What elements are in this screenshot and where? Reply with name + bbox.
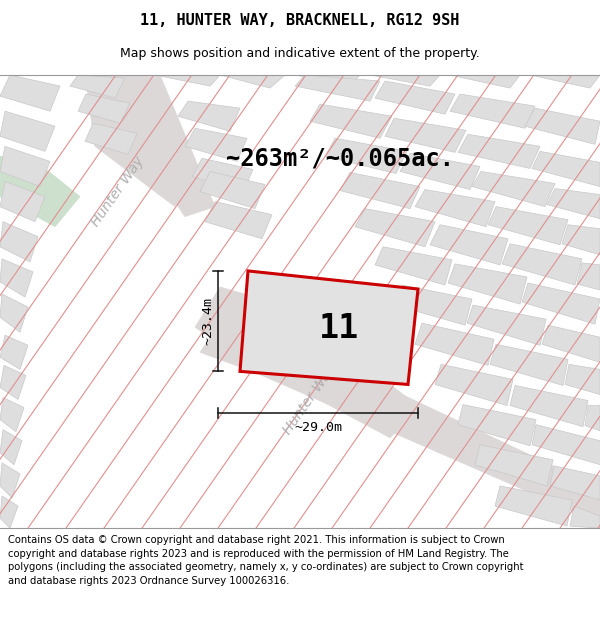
Text: Map shows position and indicative extent of the property.: Map shows position and indicative extent…: [120, 48, 480, 61]
Polygon shape: [90, 75, 215, 217]
Polygon shape: [0, 429, 22, 465]
Polygon shape: [0, 111, 55, 151]
Polygon shape: [525, 108, 600, 144]
Text: Hunter Way: Hunter Way: [281, 362, 339, 437]
Polygon shape: [220, 75, 285, 88]
Polygon shape: [415, 323, 494, 366]
Polygon shape: [0, 366, 26, 399]
Polygon shape: [0, 463, 20, 498]
Polygon shape: [585, 406, 600, 431]
Polygon shape: [240, 271, 418, 384]
Polygon shape: [395, 285, 472, 325]
Text: ~263m²/~0.065ac.: ~263m²/~0.065ac.: [226, 146, 454, 171]
Polygon shape: [0, 259, 33, 297]
Polygon shape: [542, 325, 600, 362]
Polygon shape: [448, 264, 527, 304]
Polygon shape: [155, 75, 220, 86]
Polygon shape: [562, 225, 600, 255]
Polygon shape: [458, 404, 536, 446]
Polygon shape: [490, 344, 568, 386]
Polygon shape: [85, 123, 137, 154]
Polygon shape: [430, 225, 508, 265]
Polygon shape: [0, 75, 60, 111]
Text: ~29.0m: ~29.0m: [294, 421, 342, 434]
Polygon shape: [450, 94, 535, 128]
Polygon shape: [0, 335, 28, 369]
Polygon shape: [78, 94, 130, 123]
Polygon shape: [205, 202, 272, 239]
Polygon shape: [570, 506, 600, 528]
Polygon shape: [502, 244, 582, 285]
Polygon shape: [385, 118, 466, 152]
Polygon shape: [577, 263, 600, 290]
Polygon shape: [375, 81, 455, 114]
Polygon shape: [295, 75, 360, 86]
Text: ~23.4m: ~23.4m: [201, 297, 214, 345]
Polygon shape: [475, 445, 553, 486]
Polygon shape: [547, 189, 600, 219]
Polygon shape: [467, 305, 546, 345]
Polygon shape: [550, 466, 600, 500]
Polygon shape: [0, 222, 38, 262]
Polygon shape: [532, 424, 600, 466]
Polygon shape: [532, 151, 600, 186]
Polygon shape: [0, 496, 18, 528]
Polygon shape: [195, 287, 420, 438]
Polygon shape: [192, 158, 253, 192]
Polygon shape: [522, 283, 600, 324]
Polygon shape: [488, 207, 568, 245]
Polygon shape: [85, 75, 190, 207]
Polygon shape: [530, 75, 600, 88]
Polygon shape: [70, 75, 125, 98]
Polygon shape: [510, 386, 588, 427]
Polygon shape: [0, 156, 80, 227]
Polygon shape: [200, 171, 265, 209]
Polygon shape: [450, 75, 520, 88]
Polygon shape: [375, 247, 452, 285]
Text: Contains OS data © Crown copyright and database right 2021. This information is : Contains OS data © Crown copyright and d…: [8, 535, 523, 586]
Polygon shape: [325, 138, 407, 174]
Polygon shape: [435, 364, 513, 406]
Polygon shape: [495, 486, 572, 526]
Polygon shape: [295, 75, 380, 101]
Polygon shape: [200, 322, 600, 523]
Text: 11: 11: [319, 312, 359, 346]
Polygon shape: [310, 104, 392, 138]
Polygon shape: [340, 173, 420, 209]
Text: 11, HUNTER WAY, BRACKNELL, RG12 9SH: 11, HUNTER WAY, BRACKNELL, RG12 9SH: [140, 12, 460, 28]
Polygon shape: [178, 101, 240, 131]
Polygon shape: [0, 181, 45, 222]
Polygon shape: [472, 171, 555, 207]
Polygon shape: [0, 146, 50, 186]
Polygon shape: [458, 134, 540, 169]
Polygon shape: [355, 209, 435, 247]
Polygon shape: [370, 75, 440, 86]
Text: Hunter Way: Hunter Way: [89, 154, 147, 229]
Polygon shape: [400, 153, 480, 189]
Polygon shape: [415, 189, 495, 227]
Polygon shape: [565, 364, 600, 394]
Polygon shape: [185, 128, 247, 161]
Polygon shape: [0, 398, 24, 432]
Polygon shape: [0, 294, 28, 333]
